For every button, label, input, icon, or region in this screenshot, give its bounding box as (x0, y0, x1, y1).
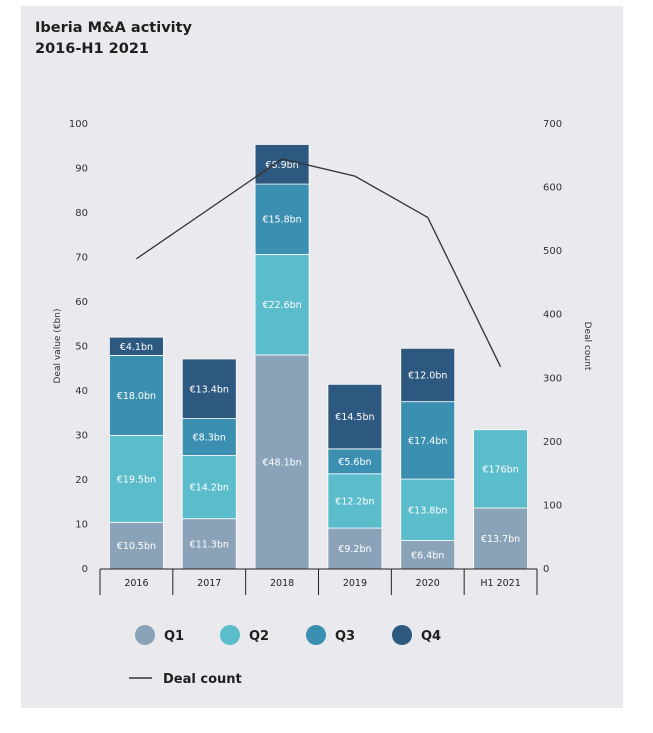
y-tick-label: 40 (75, 386, 88, 397)
y2-tick-label: 700 (543, 119, 562, 130)
bar-value-label: €8.9bn (265, 160, 298, 171)
x-tick-label: 2017 (197, 578, 221, 589)
bar-segment-q2 (109, 435, 164, 523)
bar-value-label: €10.5bn (117, 541, 156, 552)
bar-segment-q1 (254, 354, 310, 570)
bar-segment-q2 (327, 473, 383, 529)
legend-label-q1: Q1 (164, 629, 184, 644)
y2-tick-label: 300 (543, 373, 562, 384)
bar-segment-q2 (254, 253, 310, 356)
x-tick-label: 2018 (270, 578, 294, 589)
bar-segment-q4 (109, 336, 164, 356)
bar-value-label: €17.4bn (408, 436, 447, 447)
bar-segment-q3 (400, 401, 456, 480)
y-tick-label: 60 (75, 297, 88, 308)
y2-tick-label: 500 (543, 246, 562, 257)
bar-segment-q1 (327, 527, 383, 570)
bar-value-label: €22.6bn (262, 300, 301, 311)
bar-segment-q2 (400, 478, 456, 541)
bar-value-label: €6.4bn (411, 550, 444, 561)
bar-segment-q4 (327, 383, 383, 450)
y-tick-label: 90 (75, 164, 88, 175)
bar-segment-q3 (109, 354, 164, 436)
y2-axis-title: Deal count (582, 322, 592, 371)
bar-segment-q3 (327, 448, 383, 475)
legend-label-q2: Q2 (249, 629, 269, 644)
bar-segment-q3 (181, 418, 237, 456)
x-tick-label: 2020 (416, 578, 440, 589)
y-tick-label: 70 (75, 253, 88, 264)
bar-value-label: €11.3bn (190, 539, 229, 550)
y-tick-label: 100 (69, 119, 88, 130)
x-tick-label: H1 2021 (480, 578, 520, 589)
y-tick-label: 80 (75, 208, 88, 219)
y-tick-label: 10 (75, 520, 88, 531)
bar-segment-q3 (254, 183, 310, 255)
x-tick-label: 2016 (124, 578, 148, 589)
bar-value-label: €13.7bn (481, 534, 520, 545)
bar-value-label: €13.4bn (190, 384, 229, 395)
bar-segment-q1 (400, 540, 456, 570)
legend-marker-q3 (306, 625, 326, 645)
legend-label-q4: Q4 (421, 629, 441, 644)
chart-title: Iberia M&A activity 2016-H1 2021 (35, 18, 192, 60)
bar-value-label: €18.0bn (117, 391, 156, 402)
bar-segment-q2 (473, 429, 528, 509)
legend-marker-q2 (220, 625, 240, 645)
y-axis-title: Deal value (€bn) (53, 309, 63, 384)
bar-value-label: €13.8bn (408, 505, 447, 516)
bar-value-label: €48.1bn (262, 457, 301, 468)
bar-value-label: €5.6bn (338, 457, 371, 468)
y-tick-label: 50 (75, 342, 88, 353)
bar-segment-q1 (473, 507, 528, 570)
bar-value-label: €176bn (482, 464, 518, 475)
y2-tick-label: 0 (543, 564, 549, 575)
y-tick-label: 0 (82, 564, 88, 575)
bar-value-label: €8.3bn (193, 433, 226, 444)
legend-label-deal-count: Deal count (163, 672, 242, 687)
legend-label-q3: Q3 (335, 629, 355, 644)
chart-title-line-1: Iberia M&A activity (35, 20, 192, 36)
bar-value-label: €12.2bn (335, 496, 374, 507)
chart-title-line-2: 2016-H1 2021 (35, 41, 150, 57)
y-tick-label: 30 (75, 431, 88, 442)
bar-value-label: €14.5bn (335, 412, 374, 423)
bar-value-label: €15.8bn (262, 215, 301, 226)
legend-marker-q1 (135, 625, 155, 645)
bar-value-label: €12.0bn (408, 370, 447, 381)
y-tick-label: 20 (75, 475, 88, 486)
y2-tick-label: 100 (543, 500, 562, 511)
bar-value-label: €4.1bn (120, 342, 153, 353)
y2-tick-label: 200 (543, 437, 562, 448)
bar-value-label: €19.5bn (117, 474, 156, 485)
bar-value-label: €14.2bn (190, 483, 229, 494)
legend-marker-q4 (392, 625, 412, 645)
y2-tick-label: 600 (543, 183, 562, 194)
bar-segment-q4 (254, 144, 310, 185)
x-tick-label: 2019 (343, 578, 367, 589)
bar-segment-q4 (400, 347, 456, 403)
bar-segment-q4 (181, 358, 237, 419)
deal-count-line (136, 158, 502, 368)
bar-value-label: €9.2bn (338, 544, 371, 555)
y2-tick-label: 400 (543, 310, 562, 321)
